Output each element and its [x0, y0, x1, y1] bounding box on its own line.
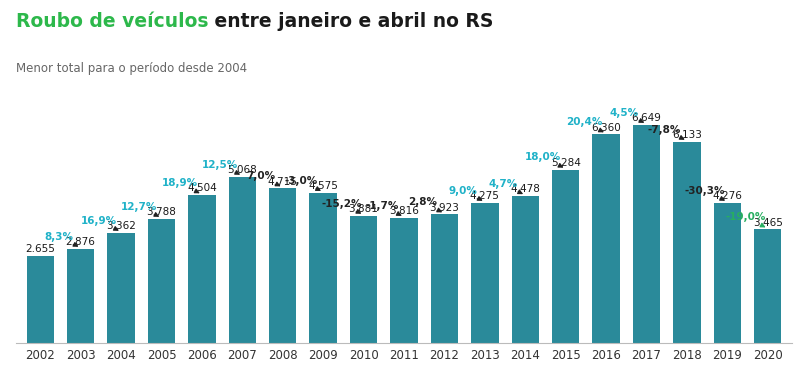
Text: -7,8%: -7,8%: [648, 124, 684, 139]
Text: 2.876: 2.876: [66, 237, 96, 247]
Text: 4.575: 4.575: [308, 181, 338, 191]
Bar: [188, 195, 216, 343]
Text: 9,0%: 9,0%: [448, 186, 482, 200]
Bar: [633, 125, 660, 343]
Text: 18,0%: 18,0%: [526, 152, 562, 167]
Bar: [107, 233, 135, 343]
Text: 3.362: 3.362: [106, 221, 136, 231]
Text: 3.465: 3.465: [753, 218, 782, 228]
Text: 2,8%: 2,8%: [408, 197, 441, 212]
Text: -30,3%: -30,3%: [685, 186, 726, 200]
Bar: [471, 203, 498, 343]
Text: Roubo de veículos: Roubo de veículos: [16, 12, 209, 31]
Bar: [430, 215, 458, 343]
Text: 3.881: 3.881: [349, 204, 378, 214]
Bar: [714, 203, 741, 343]
Text: -19,0%: -19,0%: [726, 212, 766, 227]
Bar: [229, 177, 256, 343]
Text: 7,0%: 7,0%: [246, 171, 279, 186]
Text: -3,0%: -3,0%: [284, 176, 320, 190]
Bar: [552, 170, 579, 343]
Text: -1,7%: -1,7%: [365, 200, 401, 215]
Bar: [310, 193, 337, 343]
Bar: [390, 218, 418, 343]
Text: 4,7%: 4,7%: [488, 179, 522, 193]
Text: 20,4%: 20,4%: [566, 117, 603, 132]
Text: 16,9%: 16,9%: [81, 216, 118, 230]
Bar: [754, 229, 782, 343]
Text: 6.649: 6.649: [631, 113, 662, 123]
Bar: [592, 134, 620, 343]
Bar: [350, 216, 378, 343]
Bar: [511, 196, 539, 343]
Text: 5.068: 5.068: [227, 165, 258, 175]
Text: 4,5%: 4,5%: [610, 108, 643, 122]
Text: 6.133: 6.133: [672, 130, 702, 140]
Bar: [269, 188, 297, 343]
Bar: [67, 249, 94, 343]
Text: Menor total para o período desde 2004: Menor total para o período desde 2004: [16, 62, 247, 75]
Bar: [148, 219, 175, 343]
Text: 3.816: 3.816: [389, 206, 419, 216]
Text: -15,2%: -15,2%: [321, 199, 362, 213]
Text: 8,3%: 8,3%: [44, 232, 78, 246]
Text: 4.275: 4.275: [470, 191, 500, 201]
Text: 12,7%: 12,7%: [121, 202, 158, 216]
Text: 4.715: 4.715: [268, 177, 298, 186]
Text: 5.284: 5.284: [550, 158, 581, 168]
Text: entre janeiro e abril no RS: entre janeiro e abril no RS: [209, 12, 494, 31]
Text: 6.360: 6.360: [591, 122, 621, 133]
Bar: [673, 142, 701, 343]
Text: 2.655: 2.655: [26, 244, 55, 254]
Text: 4.504: 4.504: [187, 183, 217, 193]
Text: 4.276: 4.276: [712, 191, 742, 201]
Text: 12,5%: 12,5%: [202, 160, 239, 174]
Text: 3.788: 3.788: [146, 207, 177, 217]
Text: 3.923: 3.923: [430, 202, 459, 213]
Text: 4.478: 4.478: [510, 184, 540, 194]
Bar: [26, 256, 54, 343]
Text: 18,9%: 18,9%: [162, 178, 198, 193]
